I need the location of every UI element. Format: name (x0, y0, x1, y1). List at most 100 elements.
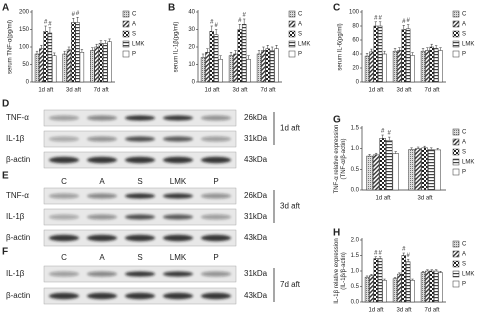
blot-band (87, 156, 117, 164)
blot-band (163, 136, 193, 142)
panel-label: B (168, 3, 175, 14)
panel-label: H (333, 228, 340, 239)
legend-label: A (462, 140, 466, 146)
bar (401, 29, 406, 83)
blot-band (125, 214, 155, 220)
error-bar (426, 47, 429, 51)
x-tick-label: 1d aft (375, 196, 390, 202)
legend-label: A (462, 252, 466, 258)
blot-band (49, 136, 79, 142)
legend-label: C (462, 12, 467, 18)
x-tick-label: 1d aft (368, 308, 383, 314)
bar (421, 147, 428, 191)
y-tick-label: 1.5 (351, 253, 360, 259)
bar (62, 53, 67, 83)
error-bar (378, 21, 382, 26)
blot-band (201, 115, 231, 121)
error-bar (378, 256, 382, 259)
bar (228, 55, 234, 83)
error-bar (44, 25, 47, 32)
legend-label: LMK (462, 42, 474, 48)
bar (71, 22, 76, 83)
lane-label: LMK (170, 177, 187, 186)
legend-swatch (288, 30, 296, 38)
legend-swatch (288, 20, 296, 28)
error-bar (410, 147, 413, 150)
significance-marker: # (44, 20, 48, 26)
lane-label: C (61, 253, 67, 262)
y-tick-label: 1.0 (351, 146, 360, 152)
y-tick-label: 0.0 (351, 188, 360, 194)
error-bar (242, 18, 246, 25)
x-tick-label: 3d aft (417, 196, 432, 202)
lane-label: P (213, 253, 218, 262)
bar (438, 50, 443, 83)
blot-band (87, 234, 117, 242)
error-bar (108, 38, 111, 42)
x-tick-label: 7d aft (94, 88, 109, 94)
x-tick-label: 3d aft (66, 88, 81, 94)
legend-label: LMK (298, 42, 310, 48)
bar (94, 46, 99, 83)
legend-swatch (288, 50, 296, 58)
blot-band (125, 234, 155, 242)
error-bar (234, 50, 237, 54)
blot-band (163, 292, 193, 300)
bar (372, 154, 380, 191)
y-tick-label: 20 (352, 66, 359, 72)
error-bar (411, 52, 414, 56)
bar (401, 255, 406, 303)
bar (265, 48, 270, 83)
bar (75, 22, 80, 83)
error-bar (423, 145, 426, 148)
size-label: 31kDa (244, 212, 268, 221)
blot-band (87, 214, 117, 220)
legend-swatch (452, 158, 460, 166)
error-bar (426, 269, 429, 271)
error-bar (434, 45, 438, 49)
bar (392, 153, 399, 191)
legend-label: LMK (462, 272, 474, 278)
error-bar (99, 40, 103, 44)
legend-label: P (298, 52, 302, 58)
lane-label: S (137, 177, 142, 186)
panel-label: F (2, 247, 8, 258)
bar (98, 43, 104, 83)
panel-label: A (2, 3, 9, 14)
error-bar (365, 53, 369, 57)
legend-swatch (288, 40, 296, 48)
bar (373, 25, 378, 83)
error-bar (270, 46, 274, 51)
blot-band (125, 156, 155, 164)
bar (200, 57, 206, 83)
error-bar (63, 50, 66, 54)
legend-swatch (452, 148, 460, 156)
error-bar (219, 55, 222, 60)
error-bar (76, 17, 79, 23)
error-bar (370, 274, 373, 276)
bar (233, 53, 238, 83)
y-tick-label: 40 (188, 10, 195, 16)
bar (364, 276, 370, 303)
size-label: 43kDa (244, 233, 268, 242)
error-bar (374, 21, 377, 26)
blot-band (87, 271, 117, 277)
error-bar (421, 271, 425, 273)
y-tick-label: 0 (356, 80, 360, 86)
error-bar (374, 256, 377, 259)
legend-label: A (132, 22, 136, 28)
blot-band (201, 234, 231, 242)
bar (428, 149, 435, 191)
error-bar (421, 48, 425, 52)
error-bar (238, 24, 241, 30)
legend-swatch (288, 10, 296, 18)
error-bar (365, 275, 369, 278)
error-bar (383, 278, 386, 281)
error-bar (394, 151, 397, 154)
significance-marker: # (242, 13, 246, 19)
legend-label: C (462, 130, 467, 136)
significance-marker: # (381, 129, 385, 135)
error-bar (436, 148, 439, 150)
bar (205, 52, 210, 83)
